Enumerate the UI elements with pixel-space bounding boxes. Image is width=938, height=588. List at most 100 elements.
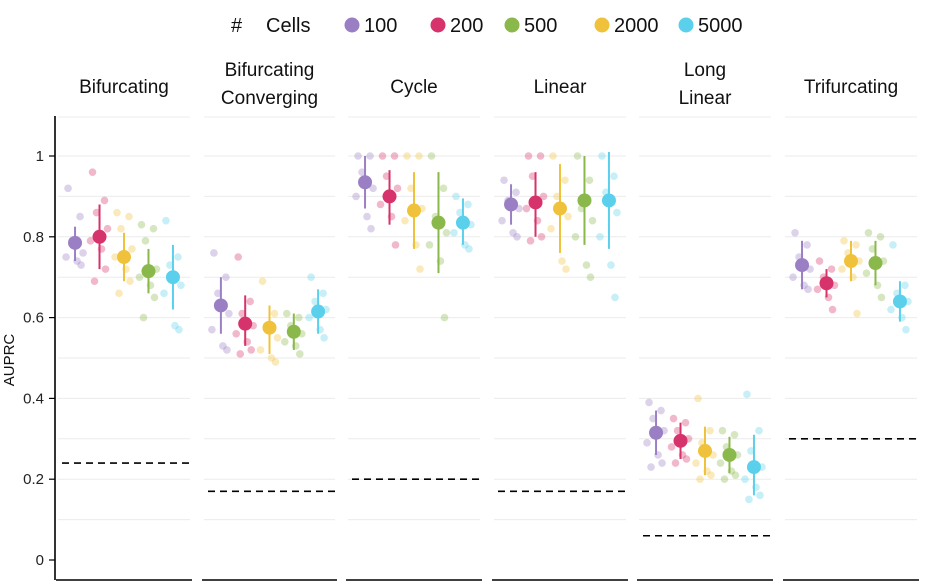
facets: Bifurcating Bifurcating Converging Cycle Lin… bbox=[56, 60, 919, 581]
data-point bbox=[815, 257, 824, 265]
series-5000 bbox=[450, 192, 475, 253]
data-point bbox=[90, 277, 99, 286]
data-point bbox=[177, 281, 185, 290]
data-point bbox=[524, 152, 533, 160]
mean-point bbox=[311, 304, 326, 319]
data-point bbox=[258, 277, 267, 286]
data-point bbox=[238, 309, 246, 318]
data-point bbox=[571, 233, 580, 241]
data-point bbox=[607, 261, 615, 269]
data-point bbox=[643, 439, 651, 447]
data-point bbox=[382, 172, 391, 180]
data-point bbox=[452, 192, 460, 201]
data-point bbox=[526, 237, 535, 245]
data-point bbox=[513, 233, 521, 241]
data-point bbox=[354, 152, 362, 160]
data-point bbox=[234, 253, 242, 261]
data-point bbox=[745, 495, 753, 504]
data-point bbox=[741, 475, 749, 484]
mean-point bbox=[213, 298, 228, 313]
data-point bbox=[755, 426, 763, 435]
data-point bbox=[547, 224, 555, 233]
data-point bbox=[391, 241, 400, 249]
data-point bbox=[236, 350, 244, 358]
data-point bbox=[92, 208, 101, 217]
series-500 bbox=[281, 309, 306, 358]
data-point bbox=[528, 172, 537, 180]
data-point bbox=[76, 212, 84, 221]
mean-point bbox=[68, 235, 83, 250]
data-point bbox=[706, 426, 714, 435]
data-point bbox=[564, 212, 572, 221]
data-point bbox=[667, 443, 676, 451]
data-point bbox=[415, 152, 423, 160]
series-100 bbox=[352, 152, 377, 233]
y-tick-label: 0.8 bbox=[23, 229, 44, 246]
data-point bbox=[901, 281, 909, 290]
data-point bbox=[62, 253, 70, 261]
data-point bbox=[270, 309, 279, 318]
facet-linear: Linear bbox=[492, 77, 628, 581]
series-200 bbox=[813, 257, 839, 314]
data-point bbox=[789, 273, 797, 282]
data-point bbox=[840, 237, 848, 245]
mean-point bbox=[819, 276, 834, 291]
data-point bbox=[669, 414, 678, 423]
data-point bbox=[440, 313, 449, 322]
mean-point bbox=[286, 324, 301, 339]
series-200 bbox=[232, 253, 257, 358]
data-point bbox=[393, 184, 402, 193]
data-point bbox=[79, 249, 87, 257]
data-point bbox=[64, 184, 72, 193]
data-point bbox=[682, 455, 691, 463]
data-point bbox=[126, 277, 134, 286]
data-point bbox=[103, 224, 112, 233]
data-point bbox=[573, 152, 582, 160]
data-point bbox=[256, 346, 265, 354]
data-point bbox=[536, 152, 545, 160]
data-point bbox=[175, 325, 183, 334]
data-point bbox=[500, 176, 508, 185]
data-point bbox=[135, 273, 144, 282]
mean-point bbox=[117, 250, 131, 264]
data-point bbox=[558, 257, 566, 265]
data-point bbox=[425, 241, 434, 249]
data-point bbox=[522, 204, 531, 213]
data-point bbox=[658, 459, 666, 467]
facet-title: Cycle bbox=[390, 77, 438, 98]
series-5000 bbox=[596, 151, 621, 302]
legend-title: Cells bbox=[266, 15, 310, 37]
data-point bbox=[852, 241, 860, 249]
y-tick-label: 1 bbox=[36, 148, 44, 165]
series-2000 bbox=[838, 237, 863, 318]
data-point bbox=[376, 200, 385, 209]
data-point bbox=[582, 261, 591, 269]
mean-point bbox=[601, 193, 616, 208]
data-point bbox=[307, 273, 315, 282]
y-tick-label: 0.2 bbox=[23, 471, 44, 488]
data-point bbox=[610, 172, 618, 180]
data-point bbox=[111, 253, 119, 261]
mean-point bbox=[746, 460, 761, 475]
data-point bbox=[115, 289, 123, 298]
series-200 bbox=[522, 152, 548, 245]
data-point bbox=[295, 313, 303, 322]
y-tick-label: 0.4 bbox=[23, 390, 44, 407]
facet-title-line-2: Converging bbox=[221, 88, 318, 109]
data-point bbox=[464, 200, 472, 209]
facet-bifurcating-converging: Bifurcating Converging bbox=[202, 60, 337, 581]
series-2000 bbox=[256, 277, 282, 366]
legend-label-5000: 5000 bbox=[698, 15, 743, 37]
data-point bbox=[791, 228, 799, 237]
data-point bbox=[363, 212, 371, 221]
legend: # Cells 100 200 500 2000 5000 bbox=[231, 15, 743, 37]
data-point bbox=[803, 241, 811, 249]
facet-title: Trifurcating bbox=[804, 77, 898, 98]
data-point bbox=[498, 216, 506, 225]
data-point bbox=[88, 168, 97, 176]
mean-point bbox=[577, 193, 592, 208]
series-2000 bbox=[692, 394, 717, 484]
data-point bbox=[369, 184, 377, 193]
data-point bbox=[696, 475, 704, 484]
